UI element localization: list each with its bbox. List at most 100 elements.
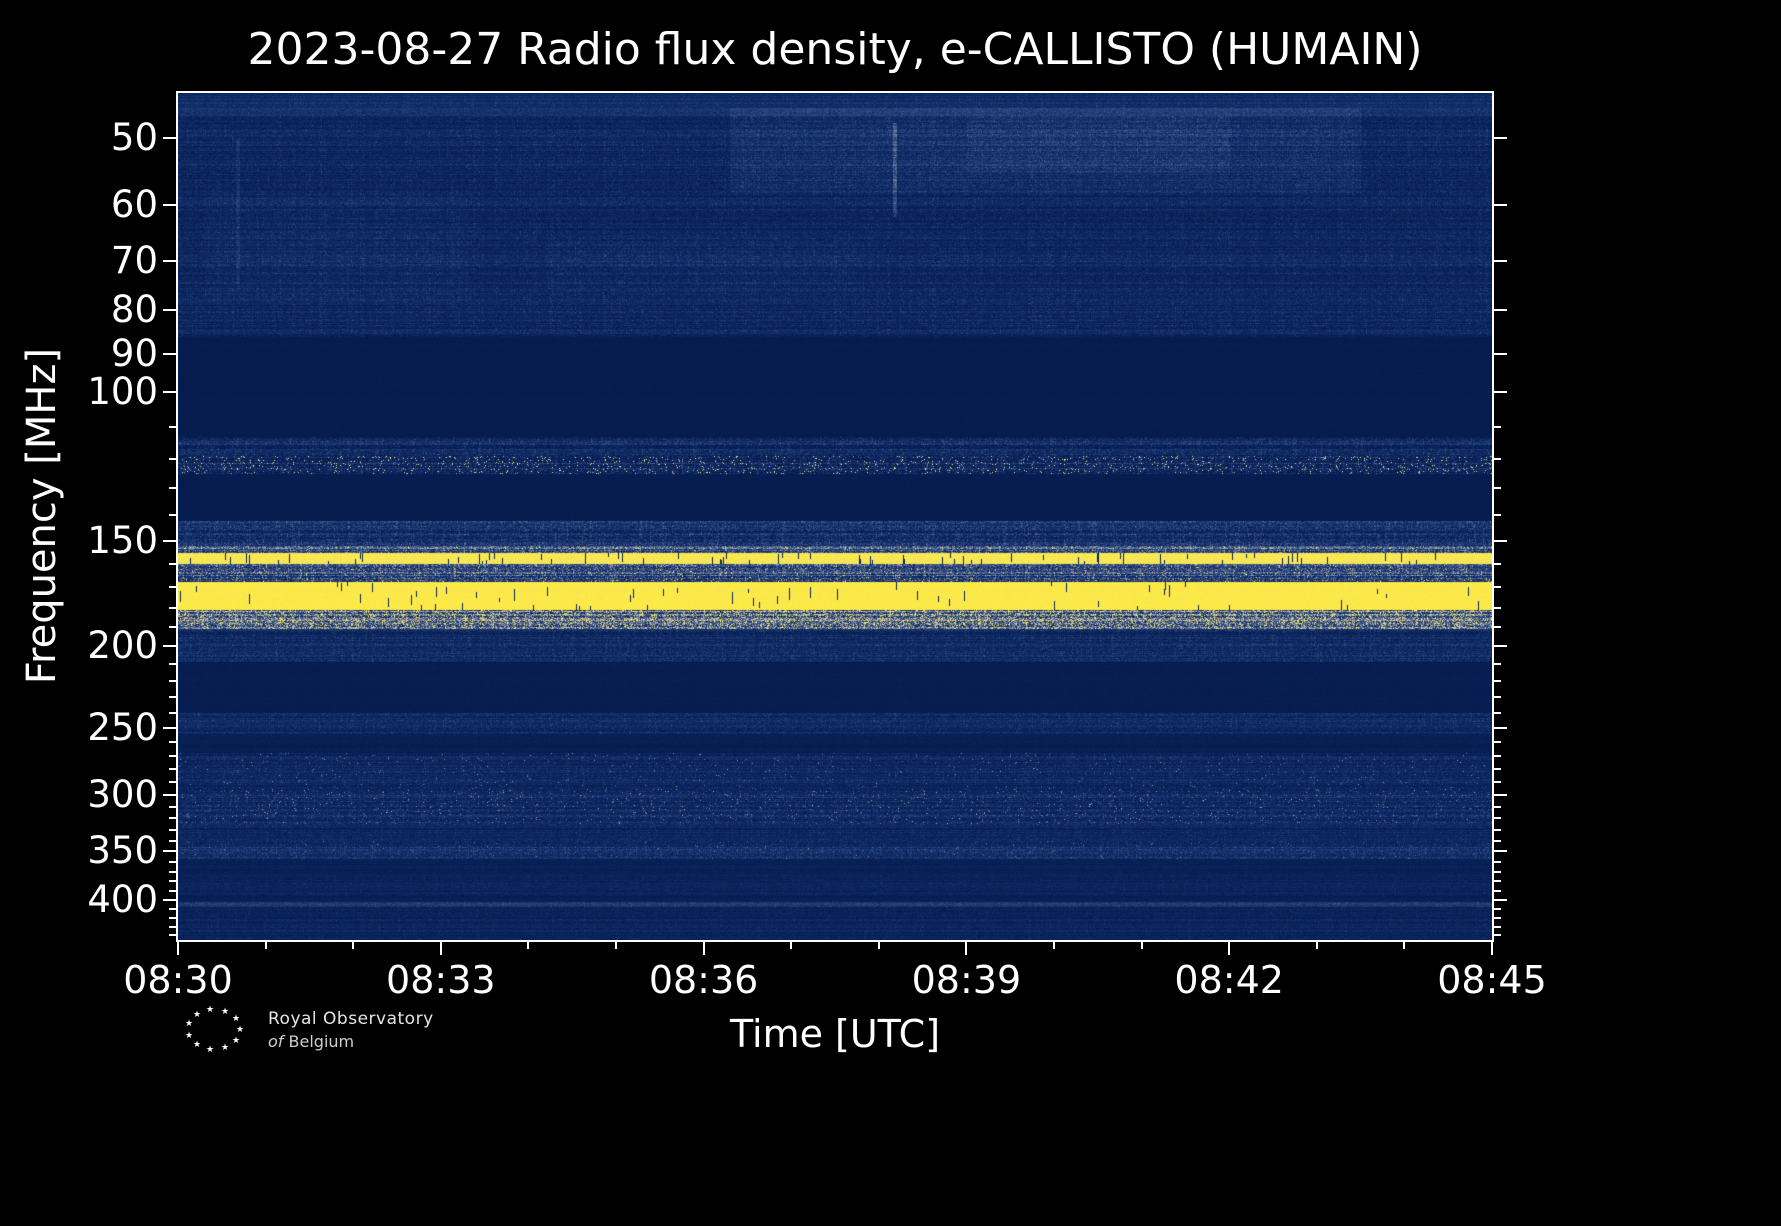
y-major-tick [163, 645, 176, 648]
x-major-tick [439, 942, 442, 955]
x-minor-tick [615, 942, 617, 949]
x-tick-label: 08:45 [1437, 958, 1547, 1002]
y-minor-tick [1494, 781, 1501, 784]
svg-text:★: ★ [236, 1025, 244, 1035]
y-major-tick [1494, 352, 1507, 355]
y-minor-tick [1494, 606, 1501, 609]
y-minor-tick [169, 889, 176, 892]
y-minor-tick [1494, 626, 1501, 629]
x-major-tick [702, 942, 705, 955]
y-minor-tick [1494, 457, 1501, 460]
y-minor-tick [169, 663, 176, 665]
x-minor-tick [1315, 942, 1318, 949]
y-tick-label: 250 [87, 705, 158, 749]
y-major-tick [1494, 899, 1507, 902]
y-minor-tick [169, 426, 176, 429]
y-minor-tick [169, 880, 176, 883]
svg-text:★: ★ [221, 1043, 229, 1053]
y-minor-tick [1494, 889, 1501, 892]
y-major-tick [163, 260, 176, 263]
y-minor-tick [169, 839, 176, 842]
y-minor-tick [1494, 839, 1501, 842]
y-minor-tick [1494, 585, 1501, 588]
y-tick-label: 200 [87, 624, 158, 668]
plot-frame [176, 91, 1494, 942]
rob-logo-line1: Royal Observatory [268, 1009, 434, 1029]
y-minor-tick [1494, 426, 1501, 429]
y-major-tick [1494, 203, 1507, 206]
x-tick-label: 08:39 [911, 958, 1022, 1002]
y-minor-tick [1494, 828, 1501, 831]
y-minor-tick [169, 711, 176, 714]
y-major-tick [163, 309, 176, 312]
y-major-tick [163, 850, 176, 853]
y-tick-label: 80 [110, 288, 158, 332]
y-major-tick [163, 352, 176, 355]
y-minor-tick [1494, 680, 1501, 683]
rob-logo-line2-of: of [268, 1032, 284, 1051]
y-minor-tick [169, 680, 176, 683]
y-minor-tick [1494, 805, 1501, 808]
y-tick-label: 50 [110, 116, 158, 160]
x-minor-tick [1053, 942, 1055, 949]
y-minor-tick [169, 585, 176, 588]
x-minor-tick [877, 942, 880, 949]
rob-logo: ★ ★ ★ ★ ★ ★ ★ ★ ★ ★ ★ Royal Observatory … [180, 1003, 434, 1057]
rob-logo-line2-belgium: Belgium [288, 1032, 355, 1051]
y-major-tick [163, 203, 176, 206]
svg-text:★: ★ [193, 1010, 201, 1020]
x-tick-label: 08:33 [386, 958, 496, 1002]
y-minor-tick [169, 860, 176, 863]
y-minor-tick [169, 768, 176, 771]
y-major-tick [1494, 726, 1507, 729]
y-minor-tick [1494, 711, 1501, 714]
x-tick-label: 08:36 [648, 958, 759, 1002]
y-minor-tick [169, 514, 176, 517]
x-major-tick [965, 942, 968, 955]
y-minor-tick [1494, 696, 1501, 699]
y-major-tick [1494, 260, 1507, 263]
y-major-tick [163, 391, 176, 394]
svg-text:★: ★ [185, 1019, 193, 1029]
y-major-tick [1494, 309, 1507, 312]
y-major-tick [163, 793, 176, 796]
x-tick-label: 08:42 [1174, 958, 1284, 1002]
x-major-tick [1228, 942, 1231, 955]
y-minor-tick [169, 606, 176, 609]
y-minor-tick [169, 626, 176, 629]
y-tick-label: 150 [87, 518, 158, 562]
y-major-tick [163, 137, 176, 140]
svg-text:★: ★ [206, 1005, 214, 1015]
y-minor-tick [169, 487, 176, 490]
y-major-tick [1494, 539, 1507, 542]
y-major-tick [1494, 391, 1507, 394]
page-title: 2023-08-27 Radio flux density, e-CALLIST… [247, 24, 1423, 75]
y-minor-tick [169, 741, 176, 744]
y-minor-tick [1494, 487, 1501, 490]
y-tick-label: 300 [87, 772, 158, 816]
y-minor-tick [1494, 817, 1501, 820]
y-major-tick [163, 539, 176, 542]
y-minor-tick [169, 817, 176, 820]
svg-text:★: ★ [193, 1040, 201, 1050]
y-minor-tick [1494, 741, 1501, 744]
y-minor-tick [1494, 563, 1501, 566]
x-minor-tick [1403, 942, 1406, 949]
y-minor-tick [1494, 663, 1501, 665]
y-minor-tick [1494, 908, 1501, 911]
y-minor-tick [1494, 916, 1501, 919]
y-minor-tick [1494, 514, 1501, 517]
y-minor-tick [1494, 860, 1501, 863]
y-minor-tick [1494, 925, 1501, 928]
y-minor-tick [169, 755, 176, 758]
svg-text:★: ★ [206, 1045, 214, 1055]
x-minor-tick [264, 942, 267, 949]
y-minor-tick [169, 805, 176, 808]
y-minor-tick [169, 696, 176, 699]
y-minor-tick [169, 934, 176, 937]
y-minor-tick [169, 925, 176, 928]
x-minor-tick [527, 942, 530, 949]
svg-text:★: ★ [232, 1014, 240, 1024]
y-tick-label: 90 [110, 331, 158, 375]
y-major-tick [163, 899, 176, 902]
